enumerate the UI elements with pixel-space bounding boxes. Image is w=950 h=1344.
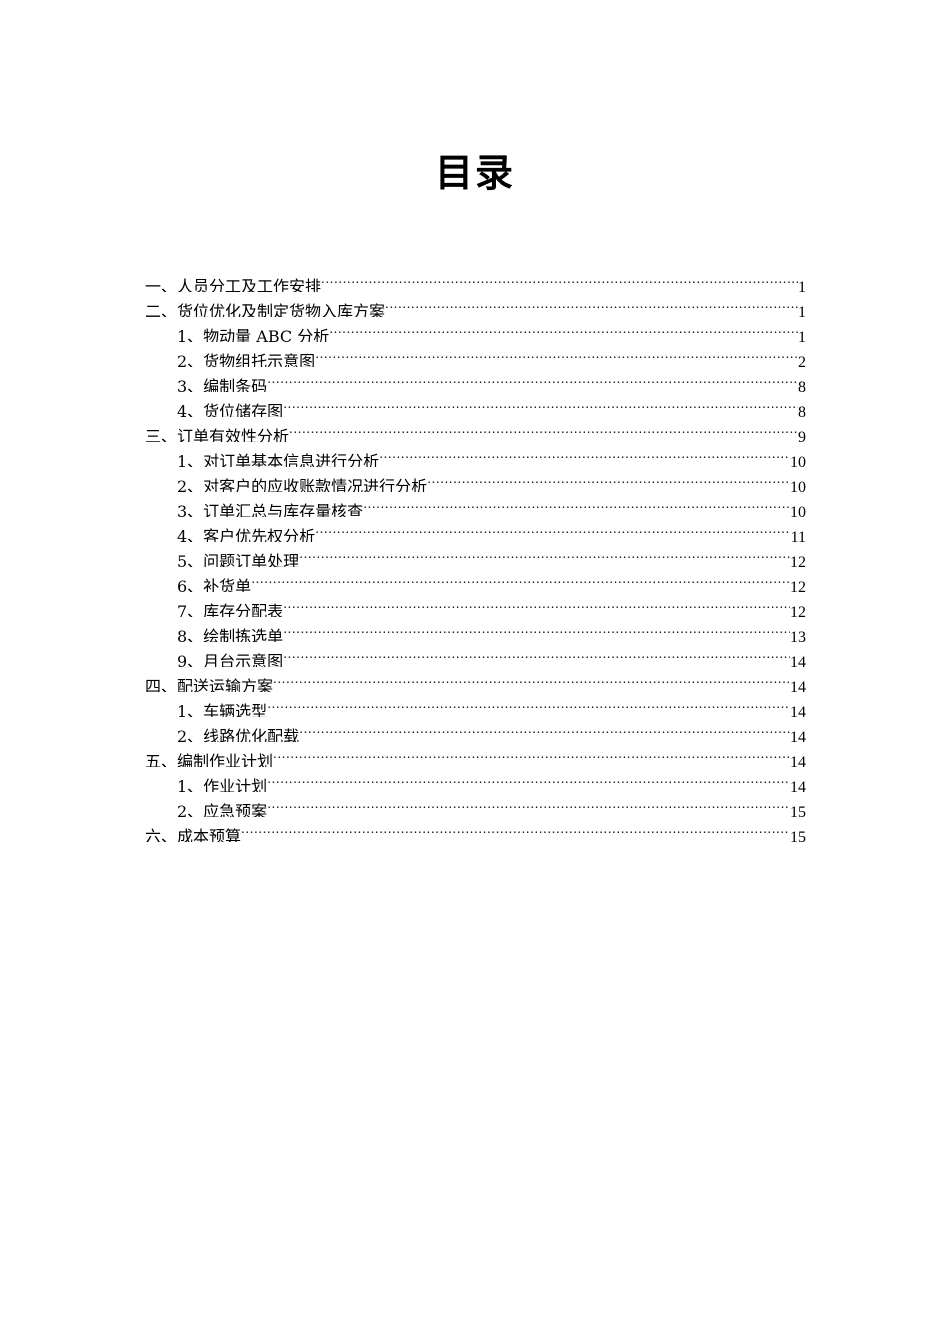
toc-entry-page: 12: [790, 604, 806, 617]
toc-entry-label: 2、货物组托示意图: [177, 352, 316, 367]
toc-entry-label: 1、对订单基本信息进行分析: [177, 452, 380, 467]
toc-entry[interactable]: 五、编制作业计划 14: [145, 742, 806, 767]
toc-entry-label: 9、月台示意图: [177, 652, 284, 667]
toc-entry[interactable]: 9、月台示意图 14: [145, 642, 806, 667]
toc-entry[interactable]: 2、货物组托示意图 2: [145, 342, 806, 367]
toc-entry[interactable]: 3、编制条码 8: [145, 367, 806, 392]
toc-entry[interactable]: 一、人员分工及工作安排 1: [145, 267, 806, 292]
toc-entry[interactable]: 三、订单有效性分析 9: [145, 417, 806, 442]
toc-entry-label: 3、订单汇总与库存量核查: [177, 502, 364, 517]
toc-entry-page: 8: [798, 404, 806, 417]
toc-entry[interactable]: 四、配送运输方案 14: [145, 667, 806, 692]
toc-entry-page: 8: [798, 379, 806, 392]
toc-entry-page: 14: [790, 704, 806, 717]
dot-leader: [315, 342, 798, 367]
toc-entry-page: 14: [790, 679, 806, 692]
dot-leader: [273, 667, 790, 692]
toc-entry-label: 六、成本预算: [145, 827, 242, 842]
toc-entry-label: 2、线路优化配载: [177, 727, 300, 742]
toc-entry-page: 9: [798, 429, 806, 442]
toc-entry[interactable]: 3、订单汇总与库存量核查 10: [145, 492, 806, 517]
dot-leader: [299, 542, 790, 567]
toc-entry-page: 14: [790, 654, 806, 667]
dot-leader: [363, 492, 790, 517]
toc-entry-label: 1、作业计划: [177, 777, 268, 792]
dot-leader: [283, 617, 790, 642]
dot-leader: [283, 392, 798, 417]
toc-entry-label: 1、物动量 ABC 分析: [177, 327, 330, 342]
dot-leader: [315, 517, 790, 542]
toc-entry-label: 6、补货单: [177, 577, 252, 592]
toc-entry-page: 15: [790, 804, 806, 817]
toc-entry[interactable]: 1、对订单基本信息进行分析 10: [145, 442, 806, 467]
dot-leader: [283, 592, 790, 617]
toc-entry-label: 2、对客户的应收账款情况进行分析: [177, 477, 428, 492]
toc-entry-label: 1、车辆选型: [177, 702, 268, 717]
toc-entry-label: 5、问题订单处理: [177, 552, 300, 567]
toc-entry-label: 四、配送运输方案: [145, 677, 274, 692]
toc-entry-page: 14: [790, 729, 806, 742]
toc-entry[interactable]: 4、货位储存图 8: [145, 392, 806, 417]
toc-entry-label: 8、绘制拣选单: [177, 627, 284, 642]
toc-entry-page: 12: [790, 579, 806, 592]
dot-leader: [299, 717, 790, 742]
dot-leader: [241, 817, 790, 842]
dot-leader: [289, 417, 798, 442]
toc-entry[interactable]: 1、车辆选型 14: [145, 692, 806, 717]
dot-leader: [267, 792, 790, 817]
toc-entry-page: 11: [790, 529, 806, 542]
toc-entry-page: 10: [790, 479, 806, 492]
toc-entry-page: 14: [790, 779, 806, 792]
toc-entry-label: 2、应急预案: [177, 802, 268, 817]
toc-entry[interactable]: 1、作业计划 14: [145, 767, 806, 792]
toc-entry-page: 1: [798, 329, 806, 342]
toc-entry-label: 一、人员分工及工作安排: [145, 277, 322, 292]
toc-entry-label: 7、库存分配表: [177, 602, 284, 617]
toc-entry-label: 五、编制作业计划: [145, 752, 274, 767]
table-of-contents: 一、人员分工及工作安排1二、货位优化及制定货物入库方案11、物动量 ABC 分析…: [145, 267, 806, 842]
toc-entry-label: 二、货位优化及制定货物入库方案: [145, 302, 386, 317]
dot-leader: [267, 692, 790, 717]
toc-entry-page: 14: [790, 754, 806, 767]
dot-leader: [321, 267, 798, 292]
dot-leader: [273, 742, 790, 767]
toc-entry-page: 2: [798, 354, 806, 367]
dot-leader: [283, 642, 790, 667]
toc-entry[interactable]: 2、应急预案 15: [145, 792, 806, 817]
toc-entry[interactable]: 8、绘制拣选单 13: [145, 617, 806, 642]
toc-entry[interactable]: 6、补货单 12: [145, 567, 806, 592]
toc-entry-page: 1: [798, 304, 806, 317]
toc-entry[interactable]: 六、成本预算 15: [145, 817, 806, 842]
toc-entry-label: 3、编制条码: [177, 377, 268, 392]
toc-entry[interactable]: 5、问题订单处理 12: [145, 542, 806, 567]
toc-entry[interactable]: 2、线路优化配载 14: [145, 717, 806, 742]
dot-leader: [267, 767, 790, 792]
toc-entry-page: 1: [798, 279, 806, 292]
dot-leader: [379, 442, 790, 467]
toc-entry-label: 4、货位储存图: [177, 402, 284, 417]
toc-entry-label: 三、订单有效性分析: [145, 427, 290, 442]
toc-entry-page: 10: [790, 504, 806, 517]
dot-leader: [251, 567, 790, 592]
toc-entry[interactable]: 4、客户优先权分析 11: [145, 517, 806, 542]
toc-entry-page: 13: [790, 629, 806, 642]
toc-entry-label: 4、客户优先权分析: [177, 527, 316, 542]
dot-leader: [267, 367, 798, 392]
dot-leader: [385, 292, 798, 317]
toc-entry-page: 12: [790, 554, 806, 567]
toc-entry[interactable]: 7、库存分配表 12: [145, 592, 806, 617]
toc-entry[interactable]: 1、物动量 ABC 分析 1: [145, 317, 806, 342]
toc-entry-page: 15: [790, 829, 806, 842]
toc-entry[interactable]: 2、对客户的应收账款情况进行分析 10: [145, 467, 806, 492]
toc-entry[interactable]: 二、货位优化及制定货物入库方案 1: [145, 292, 806, 317]
toc-entry-page: 10: [790, 454, 806, 467]
dot-leader: [329, 317, 798, 342]
page-title: 目录: [434, 151, 515, 195]
dot-leader: [427, 467, 790, 492]
